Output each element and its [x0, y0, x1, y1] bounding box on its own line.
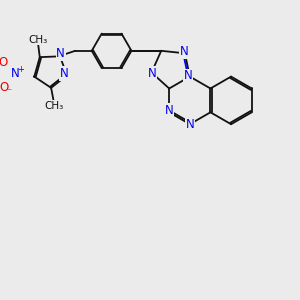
Text: N: N [148, 67, 157, 80]
Text: N: N [184, 69, 193, 82]
Text: N: N [11, 67, 20, 80]
Text: N: N [165, 104, 174, 117]
Text: CH₃: CH₃ [44, 101, 63, 111]
Text: O: O [0, 81, 8, 94]
Text: N: N [56, 47, 65, 60]
Text: O: O [0, 56, 8, 69]
Text: N: N [60, 67, 69, 80]
Text: CH₃: CH₃ [28, 34, 48, 45]
Text: N: N [180, 45, 189, 58]
Text: N: N [185, 118, 194, 131]
Text: +: + [17, 65, 24, 74]
Text: ⁻: ⁻ [7, 87, 12, 97]
